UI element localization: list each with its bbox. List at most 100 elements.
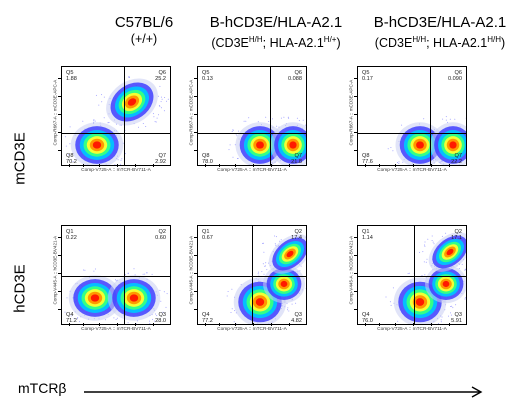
quadrant-gate-horizontal[interactable] bbox=[198, 133, 306, 134]
quadrant-gate-vertical[interactable] bbox=[124, 67, 125, 165]
quadrant-percent: 17.4 bbox=[291, 235, 302, 241]
quadrant-q4: Q4 77.2 bbox=[202, 312, 213, 324]
column-title: C57BL/6 bbox=[114, 14, 174, 31]
column-subtitle: (CD3EH/H; HLA-A2.1H/+) bbox=[211, 35, 341, 51]
quadrant-gate-vertical[interactable] bbox=[124, 226, 125, 324]
flow-plot-mcd3e-1: Q5 0.13 Q6 0.088 Q8 78.0 Q7 21.8 Comp-R667-A :: … bbox=[183, 56, 307, 176]
x-axis-arrow-icon bbox=[84, 386, 483, 398]
quadrant-gate-vertical[interactable] bbox=[270, 67, 271, 165]
y-axis-ticks bbox=[354, 66, 357, 166]
quadrant-percent: 0.088 bbox=[288, 76, 302, 82]
x-axis-ticks bbox=[61, 164, 171, 168]
quadrant-q8: Q8 70.2 bbox=[66, 153, 77, 165]
quadrant-gate-vertical[interactable] bbox=[414, 226, 415, 324]
quadrant-name: Q5 bbox=[66, 70, 74, 76]
quadrant-gate-vertical[interactable] bbox=[430, 67, 431, 165]
quadrant-percent: 25.2 bbox=[155, 76, 166, 82]
quadrant-q6: Q6 0.090 bbox=[448, 70, 462, 82]
quadrant-q3: Q3 28.0 bbox=[155, 312, 166, 324]
y-axis-ticks bbox=[194, 66, 197, 166]
x-axis-ticks bbox=[357, 164, 467, 168]
quadrant-percent: 28.0 bbox=[155, 318, 166, 324]
y-axis-parameter-label: Comp-R667-A :: mCD3E-APC-A bbox=[348, 79, 354, 146]
quadrant-percent: 0.090 bbox=[448, 76, 462, 82]
quadrant-gate-horizontal[interactable] bbox=[198, 276, 306, 277]
quadrant-name: Q6 bbox=[454, 70, 462, 76]
x-axis-parameter-label: Comp-V725-A :: mTCR-BV711-A bbox=[217, 327, 287, 332]
quadrant-percent: 1.88 bbox=[66, 76, 77, 82]
flow-plot-mcd3e-0: Q5 1.88 Q6 25.2 Q8 70.2 Q7 2.92 Comp-R667-A :: m… bbox=[47, 56, 171, 176]
quadrant-percent: 70.2 bbox=[66, 159, 77, 165]
quadrant-name: Q5 bbox=[202, 70, 210, 76]
quadrant-percent: 0.60 bbox=[155, 235, 166, 241]
y-axis-ticks bbox=[354, 225, 357, 325]
x-axis-ticks bbox=[197, 323, 307, 327]
quadrant-percent: 0.17 bbox=[362, 76, 373, 82]
column-subtitle: (+/+) bbox=[130, 32, 158, 46]
quadrant-gate-horizontal[interactable] bbox=[62, 133, 170, 134]
density-blobs bbox=[385, 232, 466, 324]
column-header-hom: B-hCD3E/HLA-A2.1 (CD3EH/H; HLA-A2.1H/H) bbox=[360, 14, 520, 52]
quadrant-q3: Q3 5.91 bbox=[451, 312, 462, 324]
column-title: B-hCD3E/HLA-A2.1 bbox=[373, 14, 507, 31]
x-axis-parameter-label: Comp-V725-A :: mTCR-BV711-A bbox=[217, 168, 287, 173]
quadrant-q2: Q2 0.60 bbox=[155, 229, 166, 241]
quadrant-percent: 1.14 bbox=[362, 235, 373, 241]
y-axis-ticks bbox=[58, 66, 61, 166]
quadrant-name: Q6 bbox=[158, 70, 166, 76]
quadrant-gate-horizontal[interactable] bbox=[358, 133, 466, 134]
quadrant-percent: 5.91 bbox=[451, 318, 462, 324]
quadrant-name: Q7 bbox=[158, 153, 166, 159]
quadrant-name: Q4 bbox=[202, 312, 210, 318]
quadrant-q1: Q1 0.22 bbox=[66, 229, 77, 241]
quadrant-percent: 77.6 bbox=[362, 159, 373, 165]
quadrant-name: Q3 bbox=[158, 312, 166, 318]
flow-plot-hcd3e-2: Q1 1.14 Q2 17.1 Q4 76.0 Q3 5.91 Comp-V445-A :: h… bbox=[343, 215, 467, 335]
y-axis-ticks bbox=[58, 225, 61, 325]
quadrant-q5: Q5 1.88 bbox=[66, 70, 77, 82]
quadrant-q5: Q5 0.17 bbox=[362, 70, 373, 82]
x-axis-parameter-label: Comp-V725-A :: mTCR-BV711-A bbox=[377, 168, 447, 173]
quadrant-name: Q2 bbox=[454, 229, 462, 235]
quadrant-name: Q2 bbox=[294, 229, 302, 235]
density-plot-area: Q1 0.22 Q2 0.60 Q4 71.2 Q3 28.0 bbox=[61, 225, 171, 325]
quadrant-q2: Q2 17.4 bbox=[291, 229, 302, 241]
quadrant-gate-horizontal[interactable] bbox=[358, 276, 466, 277]
row-label-hcd3e: hCD3E bbox=[11, 264, 29, 313]
quadrant-name: Q8 bbox=[66, 153, 74, 159]
quadrant-q4: Q4 71.2 bbox=[66, 312, 77, 324]
quadrant-name: Q5 bbox=[362, 70, 370, 76]
quadrant-percent: 22.2 bbox=[451, 159, 462, 165]
quadrant-percent: 2.92 bbox=[155, 159, 166, 165]
quadrant-percent: 76.0 bbox=[362, 318, 373, 324]
quadrant-q7: Q7 2.92 bbox=[155, 153, 166, 165]
quadrant-name: Q3 bbox=[294, 312, 302, 318]
quadrant-q8: Q8 78.0 bbox=[202, 153, 213, 165]
x-axis-label: mTCRβ bbox=[18, 380, 67, 396]
x-axis-ticks bbox=[357, 323, 467, 327]
x-axis-parameter-label: Comp-V725-A :: mTCR-BV711-A bbox=[81, 327, 151, 332]
quadrant-gate-horizontal[interactable] bbox=[62, 276, 170, 277]
quadrant-q6: Q6 25.2 bbox=[155, 70, 166, 82]
quadrant-q3: Q3 4.82 bbox=[291, 312, 302, 324]
quadrant-percent: 0.13 bbox=[202, 76, 213, 82]
column-subtitle: (CD3EH/H; HLA-A2.1H/H) bbox=[374, 35, 506, 51]
quadrant-q2: Q2 17.1 bbox=[451, 229, 462, 241]
y-axis-parameter-label: Comp-V445-A :: hCD3E-BV421-A bbox=[52, 235, 58, 305]
density-blobs bbox=[64, 76, 169, 165]
quadrant-name: Q8 bbox=[362, 153, 370, 159]
quadrant-q7: Q7 21.8 bbox=[291, 153, 302, 165]
quadrant-gate-vertical[interactable] bbox=[252, 226, 253, 324]
flow-plot-hcd3e-1: Q1 0.67 Q2 17.4 Q4 77.2 Q3 4.82 Comp-V445-A :: h… bbox=[183, 215, 307, 335]
x-axis-ticks bbox=[61, 323, 171, 327]
quadrant-name: Q7 bbox=[294, 153, 302, 159]
quadrant-q6: Q6 0.088 bbox=[288, 70, 302, 82]
quadrant-q1: Q1 0.67 bbox=[202, 229, 213, 241]
quadrant-percent: 21.8 bbox=[291, 159, 302, 165]
x-axis-parameter-label: Comp-V725-A :: mTCR-BV711-A bbox=[377, 327, 447, 332]
density-plot-area: Q5 0.17 Q6 0.090 Q8 77.6 Q7 22.2 bbox=[357, 66, 467, 166]
y-axis-ticks bbox=[194, 225, 197, 325]
quadrant-percent: 77.2 bbox=[202, 318, 213, 324]
density-plot-area: Q1 0.67 Q2 17.4 Q4 77.2 Q3 4.82 bbox=[197, 225, 307, 325]
column-header-het: B-hCD3E/HLA-A2.1 (CD3EH/H; HLA-A2.1H/+) bbox=[196, 14, 356, 52]
